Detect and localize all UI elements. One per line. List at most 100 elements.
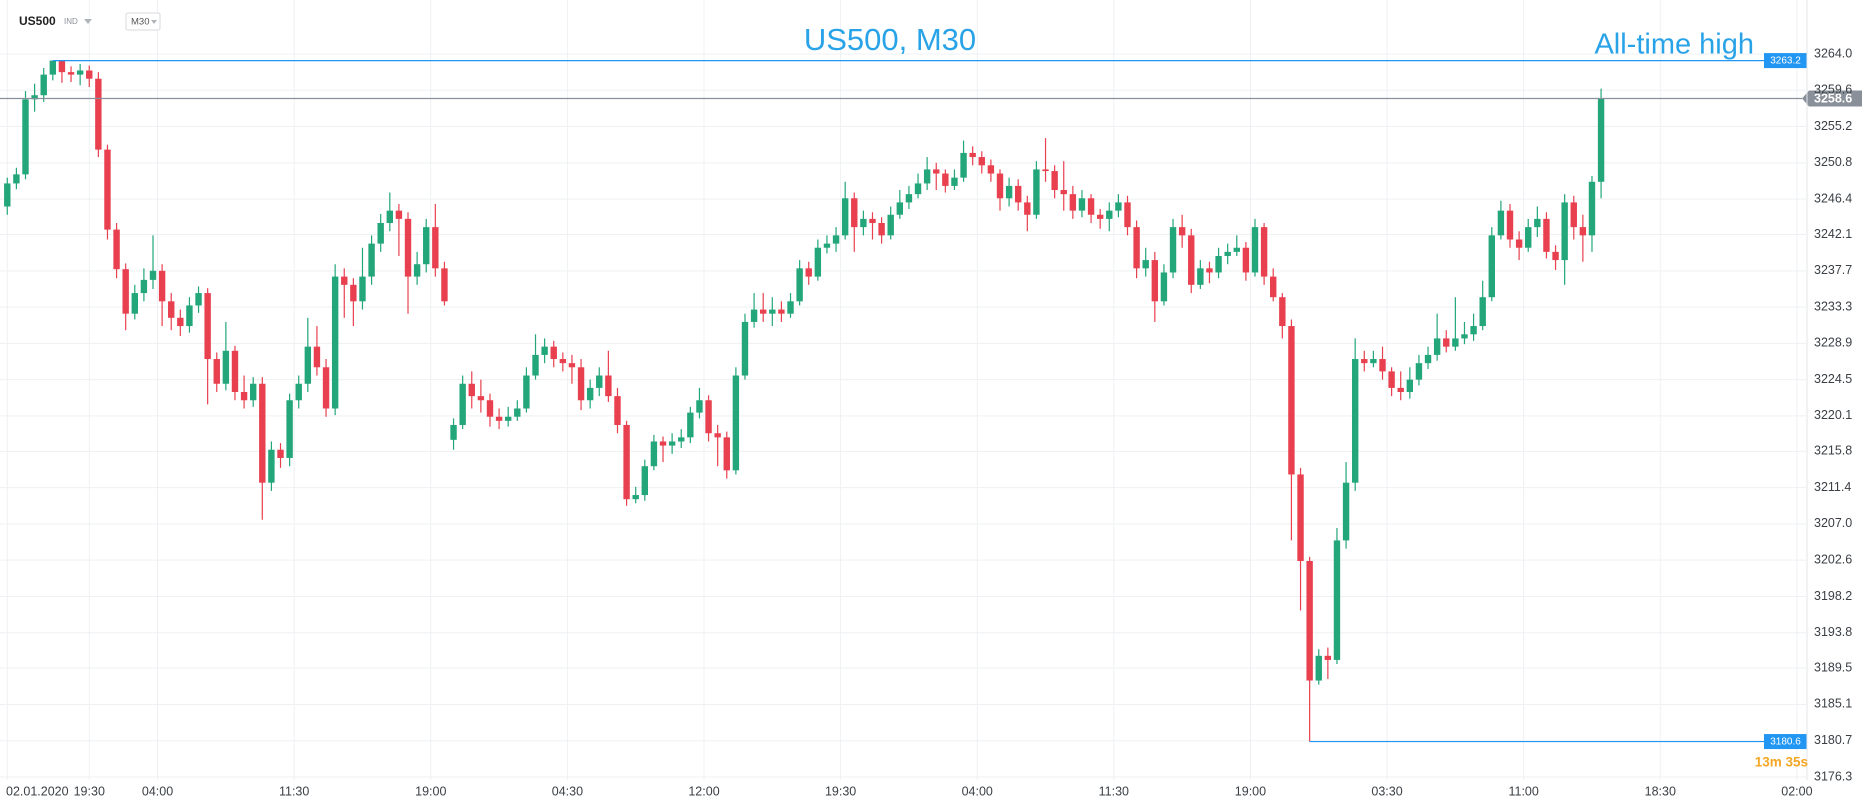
candle-body: [140, 279, 148, 294]
price-tag: [1802, 90, 1862, 107]
candle-body: [1260, 227, 1268, 277]
candle-body: [423, 227, 430, 265]
timeframe[interactable]: M30: [131, 17, 149, 28]
candle-body: [1078, 198, 1086, 211]
candle-body: [177, 317, 184, 327]
annotation: All-time high: [1594, 29, 1754, 61]
candle-body: [869, 218, 876, 224]
x-tick-label: 04:00: [142, 784, 173, 798]
y-tick-label: 3237.7: [1814, 263, 1852, 277]
candle-body: [951, 177, 958, 186]
symbol[interactable]: US500: [19, 14, 56, 28]
candle-body: [705, 400, 712, 434]
y-tick-label: 3246.4: [1814, 191, 1852, 205]
candle-body: [286, 400, 293, 458]
y-tick-label: 3255.2: [1814, 119, 1852, 133]
candle-body: [40, 74, 47, 96]
candle-body: [295, 383, 302, 401]
price-label: 3263.2: [1770, 56, 1801, 67]
candle-body: [222, 350, 230, 384]
candle-body: [468, 383, 475, 397]
candle-body: [1534, 218, 1541, 228]
countdown: 13m 35s: [1755, 755, 1808, 770]
x-tick-label: 19:30: [825, 784, 856, 798]
candle-body: [550, 346, 557, 360]
candle-body: [459, 383, 466, 425]
candle-body: [1461, 334, 1468, 339]
candle-body: [668, 441, 676, 446]
chart-title: US500, M30: [804, 22, 976, 57]
candle-body: [960, 152, 967, 178]
candle-body: [1279, 297, 1286, 327]
candle-body: [714, 433, 721, 438]
candle-body: [1506, 210, 1514, 240]
candle-body: [504, 416, 512, 421]
candle-body: [623, 424, 630, 500]
candle-body: [586, 387, 594, 401]
candle-body: [1233, 247, 1240, 252]
candle-body: [277, 449, 284, 458]
candle-body: [1024, 202, 1031, 215]
y-tick-label: 3189.5: [1814, 660, 1852, 674]
candle-body: [1160, 272, 1168, 302]
candle-body: [204, 293, 211, 360]
candle-body: [104, 149, 111, 230]
candle-body: [1415, 363, 1423, 380]
candle-body: [359, 276, 366, 302]
candle-body: [1406, 379, 1414, 393]
candle-body: [1579, 227, 1587, 236]
timeframe-box[interactable]: [125, 12, 161, 31]
candle-body: [95, 78, 102, 150]
candle-body: [723, 437, 730, 471]
y-tick-label: 3180.7: [1814, 733, 1852, 747]
candle-body: [760, 309, 767, 314]
x-tick-label: 03:30: [1371, 784, 1402, 798]
candle-body: [1242, 247, 1250, 273]
candle-body: [395, 210, 403, 219]
candle-body: [368, 243, 375, 277]
candle-body: [568, 363, 576, 368]
timeframe-arrow[interactable]: [151, 20, 157, 24]
y-tick-label: 3224.5: [1814, 372, 1852, 386]
candle-body: [67, 72, 75, 75]
candle-body: [678, 437, 685, 442]
y-tick-label: 3207.0: [1814, 516, 1852, 530]
candle-body: [987, 165, 995, 174]
axes: 3264.0 3259.6 3255.2 3250.8 3246.4 3242.1 3237…: [6, 46, 1852, 798]
candle-body: [896, 202, 904, 215]
candle-body: [322, 367, 330, 409]
candle-body: [1479, 297, 1486, 327]
candle-body: [1588, 181, 1596, 236]
candle-body: [31, 95, 38, 100]
y-tick-label: 3193.8: [1814, 625, 1852, 639]
candle-body: [413, 264, 421, 277]
candle-body: [796, 268, 803, 302]
candle-body: [1142, 260, 1149, 269]
candle-body: [1306, 561, 1313, 681]
candle-body: [1069, 194, 1077, 211]
candle-body: [1433, 338, 1441, 355]
candle-body: [778, 309, 785, 314]
candle-body: [577, 367, 585, 401]
x-tick-label: 02.01.2020: [6, 784, 69, 798]
candle-body: [4, 183, 11, 207]
candle-body: [1324, 655, 1332, 660]
candle-body: [1515, 239, 1523, 248]
y-tick-label: 3215.8: [1814, 444, 1852, 458]
candle-body: [240, 392, 248, 401]
candle-body: [532, 354, 539, 376]
candle-body: [1197, 268, 1204, 285]
dropdown-arrow[interactable]: [84, 19, 92, 24]
candle-body: [331, 276, 339, 409]
candle-body: [1379, 359, 1386, 372]
candle-body: [1397, 387, 1404, 393]
candle-body: [1151, 260, 1159, 302]
candle-body: [1169, 227, 1177, 273]
candle-body: [122, 269, 129, 314]
candle-body: [1497, 210, 1505, 236]
candle-body: [1033, 169, 1040, 215]
candle-body: [741, 321, 749, 376]
candle-body: [659, 441, 667, 446]
y-tick-label: 3185.1: [1814, 697, 1852, 711]
candle-body: [58, 60, 66, 73]
